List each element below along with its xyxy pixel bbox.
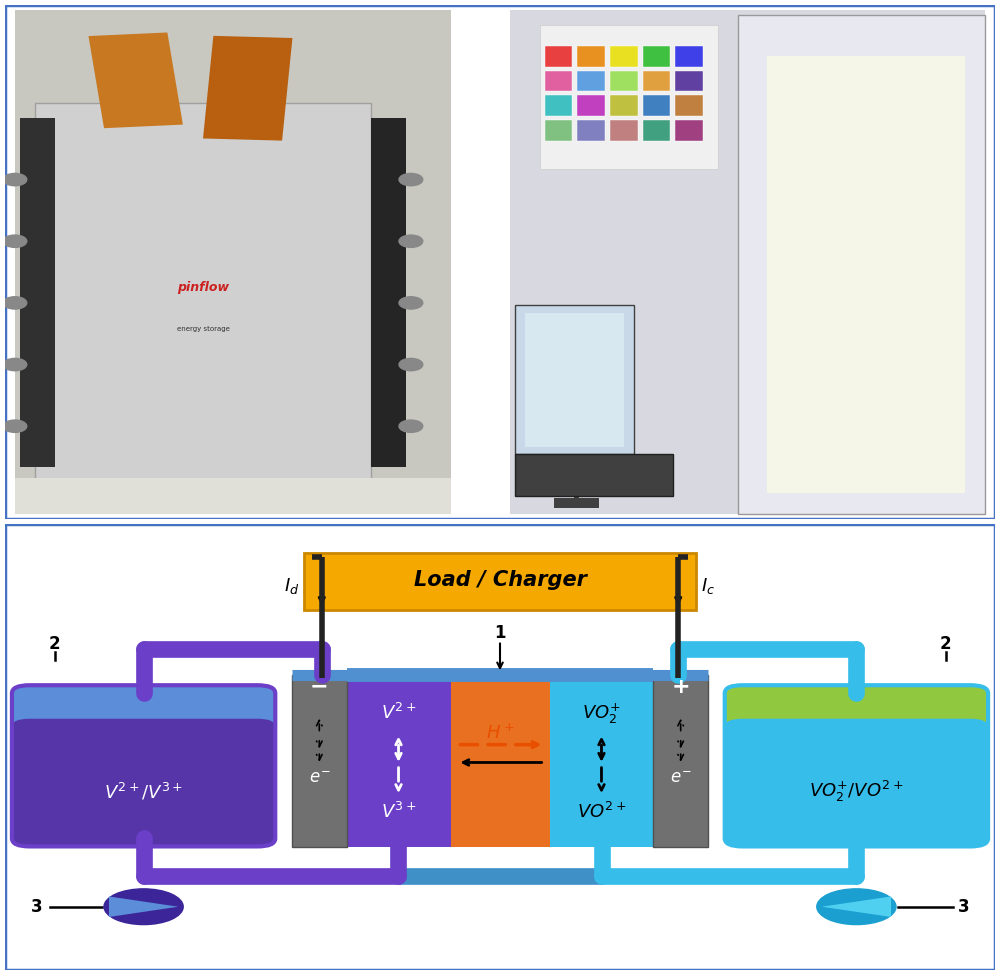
Bar: [577, 70, 605, 92]
Bar: [545, 70, 572, 92]
FancyBboxPatch shape: [725, 719, 988, 846]
Bar: [203, 36, 292, 140]
FancyBboxPatch shape: [12, 685, 275, 742]
Bar: [643, 70, 670, 92]
Text: $VO^{2+}$: $VO^{2+}$: [577, 801, 626, 822]
Text: $e^{-}$: $e^{-}$: [309, 769, 330, 787]
Bar: [610, 70, 638, 92]
FancyBboxPatch shape: [725, 685, 988, 742]
Circle shape: [3, 296, 27, 309]
Bar: [554, 498, 599, 508]
Text: energy storage: energy storage: [177, 326, 229, 332]
Circle shape: [399, 296, 423, 309]
Bar: [20, 118, 55, 467]
Bar: [643, 96, 670, 116]
Bar: [540, 25, 718, 170]
FancyBboxPatch shape: [5, 5, 995, 519]
Circle shape: [399, 420, 423, 432]
FancyBboxPatch shape: [292, 676, 347, 847]
Polygon shape: [109, 896, 178, 916]
Text: 3: 3: [957, 898, 969, 916]
FancyBboxPatch shape: [515, 305, 634, 454]
Bar: [525, 313, 624, 447]
FancyBboxPatch shape: [304, 554, 696, 609]
Bar: [643, 120, 670, 140]
Bar: [610, 46, 638, 66]
FancyBboxPatch shape: [12, 719, 275, 846]
Bar: [545, 46, 572, 66]
Bar: [643, 46, 670, 66]
Bar: [610, 96, 638, 116]
Bar: [510, 10, 985, 514]
Text: $I_d$: $I_d$: [284, 576, 300, 596]
Text: $I_c$: $I_c$: [701, 576, 715, 596]
Text: 2: 2: [49, 635, 60, 653]
Bar: [15, 10, 450, 514]
Bar: [577, 96, 605, 116]
Bar: [371, 118, 406, 467]
Bar: [545, 120, 572, 140]
Bar: [610, 120, 638, 140]
Text: −: −: [310, 677, 329, 696]
Text: $V^{3+}$: $V^{3+}$: [381, 801, 416, 822]
Bar: [545, 96, 572, 116]
Bar: [675, 70, 703, 92]
Text: $e^{-}$: $e^{-}$: [670, 769, 691, 787]
Text: $VO_2^{+}/VO^{2+}$: $VO_2^{+}/VO^{2+}$: [809, 779, 904, 804]
Circle shape: [399, 174, 423, 186]
Bar: [767, 57, 965, 493]
Text: $V^{2+}$: $V^{2+}$: [381, 703, 416, 723]
FancyBboxPatch shape: [515, 454, 673, 495]
Bar: [675, 46, 703, 66]
FancyBboxPatch shape: [5, 524, 995, 970]
Circle shape: [399, 235, 423, 248]
Text: $V^{2+}/V^{3+}$: $V^{2+}/V^{3+}$: [104, 781, 183, 802]
Bar: [88, 32, 183, 128]
FancyBboxPatch shape: [738, 16, 985, 514]
Text: 1: 1: [494, 624, 506, 642]
Text: 2: 2: [940, 635, 951, 653]
FancyBboxPatch shape: [653, 676, 708, 847]
Text: +: +: [671, 677, 690, 696]
Text: 3: 3: [31, 898, 43, 916]
Bar: [577, 46, 605, 66]
Bar: [577, 120, 605, 140]
Bar: [347, 676, 450, 847]
Circle shape: [399, 359, 423, 370]
Text: pinflow: pinflow: [177, 281, 229, 294]
Bar: [450, 676, 550, 847]
Text: $H^+$: $H^+$: [486, 723, 514, 743]
Bar: [675, 120, 703, 140]
Circle shape: [817, 889, 896, 924]
FancyBboxPatch shape: [35, 102, 371, 483]
Circle shape: [3, 174, 27, 186]
Polygon shape: [822, 896, 891, 916]
Text: Load / Charger: Load / Charger: [414, 570, 586, 590]
Text: $VO_2^{+}$: $VO_2^{+}$: [582, 701, 621, 725]
Bar: [550, 676, 653, 847]
Circle shape: [3, 235, 27, 248]
Bar: [675, 96, 703, 116]
Circle shape: [3, 420, 27, 432]
Bar: [15, 478, 450, 514]
Circle shape: [3, 359, 27, 370]
Circle shape: [104, 889, 183, 924]
Bar: [574, 447, 579, 508]
